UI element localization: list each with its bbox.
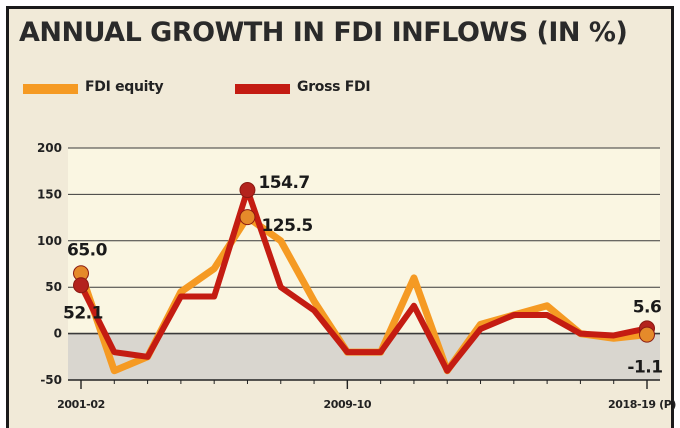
plot-band-negative	[68, 333, 660, 380]
data-label-5: -1.1	[627, 358, 662, 378]
x-tick-label-2: 2018-19 (P)	[608, 398, 676, 411]
series-line-gross-fdi	[78, 187, 650, 374]
legend-swatch-gross-fdi	[235, 84, 290, 94]
x-tick-label-1: 2009-10	[324, 398, 372, 411]
y-tick-label-0: 0	[54, 327, 62, 341]
legend-label-gross-fdi: Gross FDI	[297, 79, 371, 95]
y-tick-label-100: 100	[37, 234, 62, 248]
y-tick-label-200: 200	[37, 141, 62, 155]
data-label-1: 52.1	[63, 303, 103, 323]
legend-swatch-fdi-equity	[23, 84, 78, 94]
y-tick-label-150: 150	[37, 187, 62, 201]
x-tick-label-0: 2001-02	[57, 398, 105, 411]
data-label-0: 65.0	[67, 240, 108, 260]
data-point-marker-5	[639, 326, 655, 343]
y-tick-label--50: -50	[40, 373, 62, 387]
data-label-4: 5.6	[633, 297, 662, 317]
data-label-3: 125.5	[261, 216, 312, 236]
data-point-marker-3	[239, 209, 256, 226]
data-point-marker-1	[73, 277, 89, 294]
y-tick-label-50: 50	[45, 280, 62, 294]
chart-title: ANNUAL GROWTH IN FDI INFLOWS (IN %)	[19, 17, 628, 48]
legend-label-fdi-equity: FDI equity	[85, 79, 164, 95]
data-label-2: 154.7	[258, 173, 309, 193]
data-point-marker-2	[239, 182, 256, 199]
